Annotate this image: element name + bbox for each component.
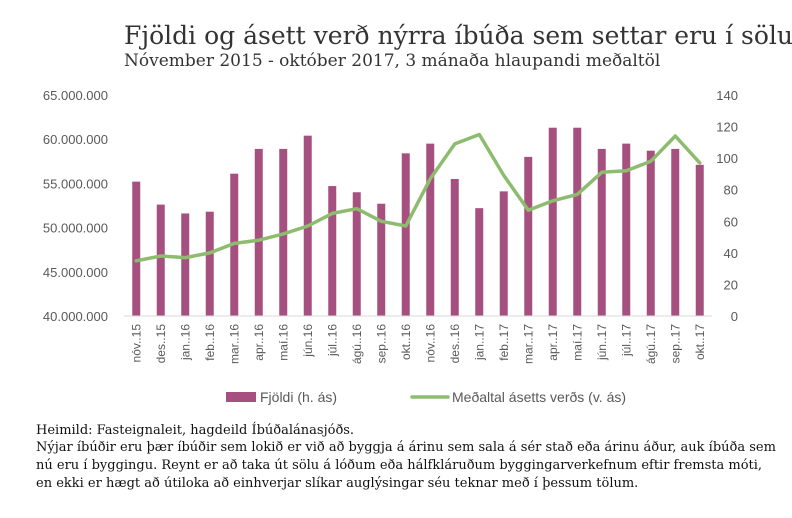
right-axis: 0 20 40 60 80 100 120 140 bbox=[716, 88, 738, 324]
legend-label-bars: Fjöldi (h. ás) bbox=[260, 389, 337, 405]
left-tick-label: 50.000.000 bbox=[43, 221, 108, 236]
x-tick-label: okt..16 bbox=[399, 324, 413, 360]
legend-swatch-bars bbox=[226, 392, 256, 402]
bar bbox=[156, 204, 165, 316]
x-tick-label: maí.16 bbox=[276, 324, 290, 361]
bar bbox=[622, 143, 631, 316]
x-tick-label: apr..17 bbox=[546, 324, 560, 361]
bar-series bbox=[132, 127, 704, 316]
bar bbox=[181, 213, 190, 316]
right-tick-label: 80 bbox=[724, 183, 738, 198]
legend-label-line: Meðaltal ásetts verðs (v. ás) bbox=[452, 389, 626, 405]
x-tick-label: maí.17 bbox=[570, 324, 584, 361]
x-tick-label: júl..16 bbox=[325, 324, 339, 357]
left-tick-label: 60.000.000 bbox=[43, 132, 108, 147]
x-tick-label: mar..16 bbox=[227, 324, 241, 364]
chart-title: Fjöldi og ásett verð nýrra íbúða sem set… bbox=[124, 21, 792, 50]
right-tick-label: 120 bbox=[716, 120, 738, 135]
bar bbox=[597, 148, 606, 316]
x-tick-label: des..15 bbox=[154, 324, 168, 364]
x-tick-label: sep..17 bbox=[668, 324, 682, 364]
bar bbox=[254, 148, 263, 316]
bar bbox=[524, 156, 533, 316]
combo-chart: 40.000.000 45.000.000 50.000.000 55.000.000… bbox=[43, 88, 738, 405]
x-tick-label: apr..16 bbox=[252, 324, 266, 361]
x-tick-label: sep..16 bbox=[374, 324, 388, 364]
left-tick-label: 65.000.000 bbox=[43, 88, 108, 103]
bar bbox=[646, 150, 655, 316]
x-tick-label: feb..17 bbox=[497, 324, 511, 361]
bar bbox=[548, 127, 557, 316]
right-tick-label: 140 bbox=[716, 88, 738, 103]
bar bbox=[499, 191, 508, 316]
x-axis-labels: nóv..15 des..15 jan..16 feb..16 mar..16 apr..… bbox=[129, 324, 707, 364]
source-note: Heimild: Fasteignaleit, hagdeild Íbúðalá… bbox=[36, 423, 355, 438]
series-line bbox=[134, 132, 702, 263]
x-tick-label: júl..17 bbox=[619, 324, 633, 357]
x-tick-label: ágú..17 bbox=[644, 324, 658, 364]
bar bbox=[573, 127, 582, 316]
chart-subtitle: Nóvember 2015 - október 2017, 3 mánaða h… bbox=[124, 51, 661, 71]
right-tick-label: 100 bbox=[716, 151, 738, 166]
bar bbox=[377, 203, 386, 316]
line-series bbox=[134, 132, 702, 263]
note-line-1: Nýjar íbúðir eru þær íbúðir sem lokið er… bbox=[36, 440, 776, 455]
right-tick-label: 40 bbox=[724, 246, 738, 261]
x-tick-label: jan..16 bbox=[178, 324, 192, 361]
bar bbox=[132, 181, 141, 316]
x-tick-label: feb..16 bbox=[203, 324, 217, 361]
x-tick-label: okt..17 bbox=[693, 324, 707, 360]
note-line-2: nú eru í byggingu. Reynt er að taka út s… bbox=[36, 458, 763, 473]
left-tick-label: 55.000.000 bbox=[43, 176, 108, 191]
right-tick-label: 60 bbox=[724, 214, 738, 229]
bar bbox=[205, 211, 214, 316]
bar bbox=[352, 192, 361, 316]
left-tick-label: 40.000.000 bbox=[43, 309, 108, 324]
x-tick-label: jan..17 bbox=[472, 324, 486, 361]
left-axis: 40.000.000 45.000.000 50.000.000 55.000.000… bbox=[43, 88, 108, 324]
left-tick-label: 45.000.000 bbox=[43, 265, 108, 280]
bar bbox=[426, 143, 435, 316]
bar bbox=[671, 148, 680, 316]
x-tick-label: mar..17 bbox=[521, 324, 535, 364]
bar bbox=[328, 186, 337, 316]
x-tick-label: des..16 bbox=[448, 324, 462, 364]
x-tick-label: nóv..16 bbox=[423, 324, 437, 363]
note-line-3: en ekki er hægt að útiloka að einhverjar… bbox=[36, 476, 639, 491]
explanatory-note: Nýjar íbúðir eru þær íbúðir sem lokið er… bbox=[36, 439, 776, 493]
legend: Fjöldi (h. ás) Meðaltal ásetts verðs (v.… bbox=[226, 389, 626, 405]
right-tick-label: 20 bbox=[724, 277, 738, 292]
right-tick-label: 0 bbox=[731, 309, 738, 324]
x-tick-label: jún..17 bbox=[595, 324, 609, 361]
bar bbox=[401, 153, 410, 316]
bar bbox=[475, 208, 484, 316]
x-tick-label: ágú..16 bbox=[350, 324, 364, 364]
bar bbox=[695, 164, 704, 316]
x-tick-label: nóv..15 bbox=[129, 324, 143, 363]
bar bbox=[450, 178, 459, 316]
x-tick-label: jún.16 bbox=[301, 324, 315, 358]
